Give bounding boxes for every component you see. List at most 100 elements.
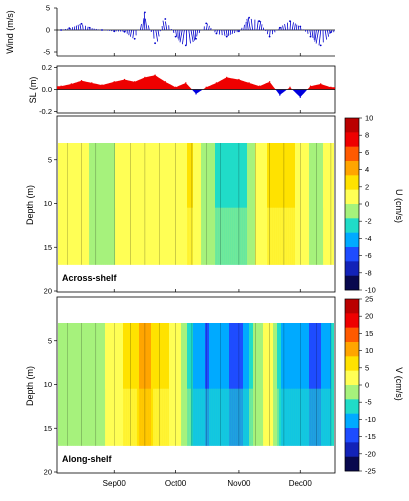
velocity-cell [265, 143, 268, 265]
velocity-cell [321, 143, 324, 265]
velocity-cell-deep [169, 207, 172, 265]
velocity-cell [313, 143, 316, 265]
velocity-cell-deep [143, 207, 146, 265]
velocity-cell [173, 143, 176, 265]
sea-level-point [70, 83, 73, 85]
wind-stick [225, 29, 228, 37]
velocity-cell [137, 143, 140, 265]
velocity-cell [123, 323, 126, 446]
velocity-cell-deep [279, 207, 282, 265]
velocity-cell [97, 143, 100, 265]
velocity-cell [253, 323, 256, 446]
velocity-cell [109, 143, 112, 265]
velocity-cell-deep [301, 207, 304, 265]
velocity-cell-deep [153, 388, 156, 446]
velocity-cell [117, 143, 120, 265]
velocity-cell-deep [107, 207, 110, 265]
velocity-cell-deep [315, 207, 318, 265]
sea-level-point [174, 86, 177, 89]
sea-level-point [144, 76, 146, 79]
along-shelf-colorbar: 25 20 15 10 5 0 -5 -10 -15 -20 -25 [344, 295, 376, 476]
velocity-cell-deep [93, 388, 96, 446]
velocity-cell [101, 323, 104, 446]
velocity-cell-deep [85, 207, 88, 265]
velocity-cell-deep [73, 207, 76, 265]
velocity-cell [151, 143, 154, 265]
sea-level-point [330, 86, 332, 89]
velocity-cell-deep [309, 388, 312, 446]
sea-level-y-axis-label: SL (m) [28, 77, 38, 104]
along-shelf-colorbar-label: V (cm/s) [394, 367, 404, 401]
velocity-cell-deep [297, 207, 300, 265]
velocity-cell [197, 323, 200, 446]
wind-stick [175, 29, 177, 37]
velocity-cell [163, 143, 166, 265]
colorbar-tick-label: 4 [365, 165, 369, 174]
velocity-cell-deep [127, 388, 130, 446]
velocity-cell [119, 143, 122, 265]
sea-level-point [154, 74, 156, 76]
velocity-cell-deep [185, 388, 188, 446]
velocity-cell-deep [137, 207, 140, 265]
velocity-cell [307, 143, 310, 265]
velocity-cell [141, 143, 144, 265]
velocity-cell [255, 323, 258, 446]
velocity-cell [279, 323, 282, 446]
velocity-cell [169, 143, 172, 265]
velocity-cell [133, 323, 136, 446]
velocity-cell [107, 143, 110, 265]
colorbar-swatch [345, 442, 359, 457]
velocity-cell-deep [211, 207, 214, 265]
velocity-cell [159, 323, 162, 446]
wind-point [268, 35, 271, 38]
velocity-cell [193, 323, 196, 446]
velocity-cell-deep [131, 207, 134, 265]
wind-stick [289, 21, 292, 31]
wind-stick [132, 29, 135, 39]
velocity-cell-deep [225, 388, 228, 446]
velocity-cell-deep [59, 388, 62, 446]
velocity-cell-deep [277, 388, 280, 446]
velocity-cell-deep [277, 207, 280, 265]
velocity-cell [149, 143, 152, 265]
velocity-cell [247, 143, 250, 265]
velocity-cell-deep [241, 388, 244, 446]
velocity-cell-deep [319, 388, 322, 446]
velocity-cell [143, 143, 146, 265]
velocity-cell-deep [317, 388, 320, 446]
velocity-cell [301, 143, 304, 265]
velocity-cell-deep [291, 388, 294, 446]
velocity-cell-deep [271, 207, 274, 265]
along-shelf-annotation: Along-shelf [62, 454, 112, 464]
colorbar-tick-label: -4 [365, 234, 372, 243]
velocity-cell-deep [197, 388, 200, 446]
velocity-cell [213, 143, 216, 265]
sea-level-positive-area [57, 75, 335, 90]
velocity-cell [165, 323, 168, 446]
velocity-cell [201, 143, 204, 265]
velocity-cell [267, 143, 270, 265]
velocity-cell [175, 143, 178, 265]
velocity-cell [177, 323, 180, 446]
velocity-cell [75, 143, 78, 265]
velocity-cell [89, 323, 92, 446]
velocity-cell-deep [329, 388, 332, 446]
velocity-cell [183, 143, 186, 265]
velocity-cell-deep [209, 207, 212, 265]
velocity-cell [159, 143, 162, 265]
velocity-cell [273, 143, 276, 265]
colorbar-swatch [345, 385, 359, 400]
velocity-cell [237, 143, 240, 265]
velocity-cell [321, 323, 324, 446]
x-axis-ticks: Sep00 Oct00 Nov00 Dec00 [103, 53, 312, 488]
velocity-cell-deep [159, 207, 162, 265]
velocity-cell [189, 323, 192, 446]
velocity-cell-deep [297, 388, 300, 446]
velocity-cell-deep [229, 388, 232, 446]
wind-stick [246, 18, 249, 31]
velocity-cell-deep [287, 388, 290, 446]
velocity-cell [87, 143, 90, 265]
velocity-cell-deep [125, 388, 128, 446]
velocity-cell [315, 143, 318, 265]
